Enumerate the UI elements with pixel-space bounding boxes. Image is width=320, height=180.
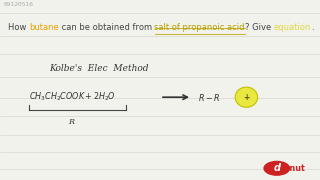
Text: +: + — [243, 93, 250, 102]
Text: 69120516: 69120516 — [3, 2, 33, 7]
Text: How: How — [8, 23, 29, 32]
Text: .: . — [311, 23, 314, 32]
Text: salt of propanoic acid: salt of propanoic acid — [155, 23, 245, 32]
Text: d: d — [273, 163, 280, 173]
Text: butane: butane — [29, 23, 59, 32]
Text: R: R — [68, 118, 74, 126]
Text: Kolbe's  Elec  Method: Kolbe's Elec Method — [50, 64, 149, 73]
Text: can be obtained from: can be obtained from — [59, 23, 155, 32]
Ellipse shape — [235, 87, 258, 107]
Text: doubtnut: doubtnut — [264, 164, 306, 173]
Text: equation: equation — [274, 23, 311, 32]
Text: $\it{R-R}$: $\it{R-R}$ — [198, 92, 220, 103]
Circle shape — [263, 161, 290, 176]
Text: ? Give: ? Give — [245, 23, 274, 32]
Text: $\it{CH_3CH_2}$$\it{COOK + 2H_2O}$: $\it{CH_3CH_2}$$\it{COOK + 2H_2O}$ — [29, 91, 116, 104]
